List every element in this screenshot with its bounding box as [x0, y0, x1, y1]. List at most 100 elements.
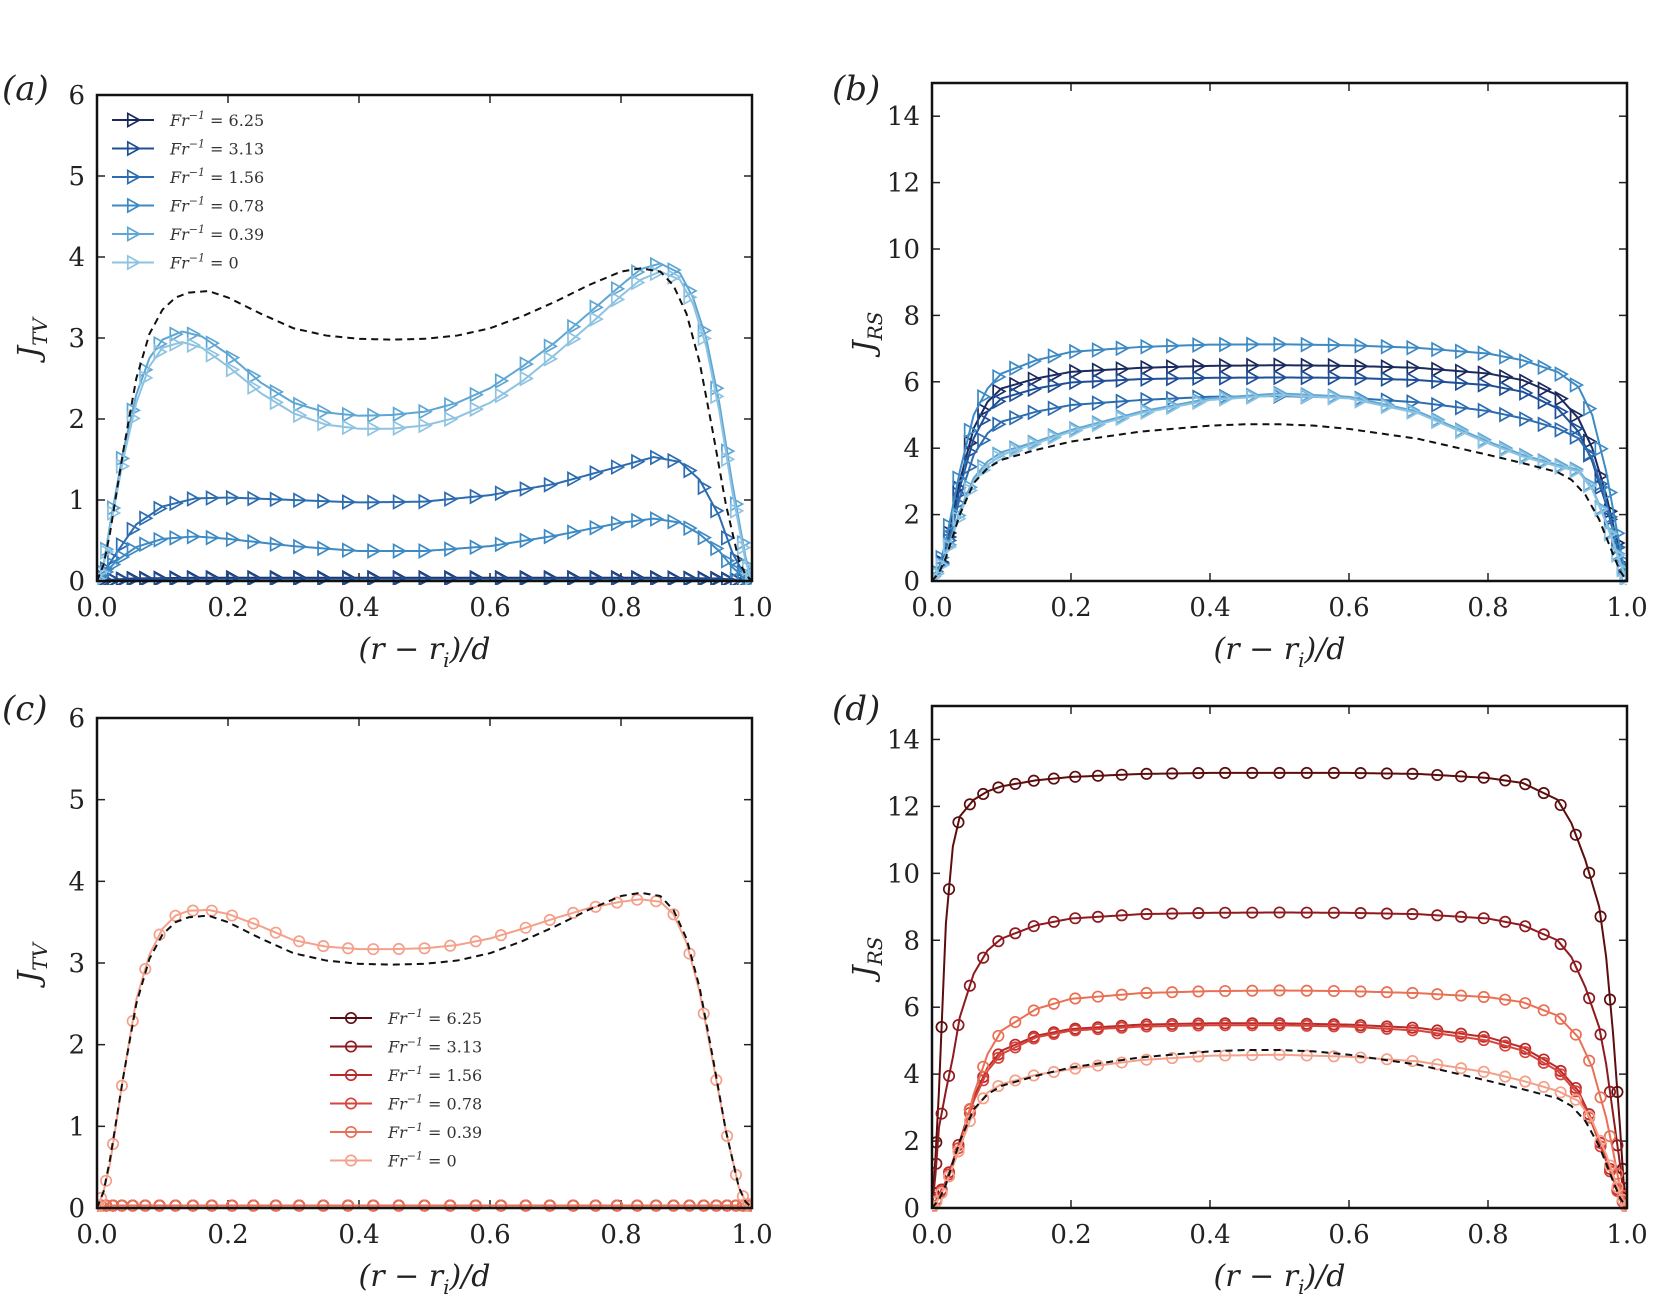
x-tick-label: 0.2 — [207, 593, 248, 623]
data-point — [935, 1107, 948, 1120]
data-point — [1166, 1052, 1179, 1065]
data-point — [610, 1199, 624, 1212]
data-point — [992, 383, 1007, 400]
data-point — [247, 490, 262, 507]
series-4 — [97, 256, 752, 585]
data-point — [1569, 1028, 1582, 1041]
data-point — [1300, 1049, 1313, 1062]
panel-label: (b) — [832, 69, 880, 109]
data-point — [1554, 1068, 1567, 1081]
data-point — [115, 549, 131, 565]
y-tick-label: 1 — [68, 1112, 85, 1142]
data-point — [1069, 374, 1084, 391]
series-1 — [932, 369, 1627, 585]
series-line — [932, 376, 1627, 582]
data-point — [1091, 416, 1107, 433]
data-point — [1166, 767, 1179, 780]
data-point — [710, 502, 725, 519]
data-point — [225, 531, 241, 548]
data-point — [697, 1199, 710, 1212]
data-point — [1477, 345, 1493, 362]
data-point — [1192, 394, 1207, 411]
data-point — [1219, 369, 1234, 386]
data-point — [1554, 1086, 1567, 1099]
data-point — [1455, 1062, 1468, 1075]
data-point — [567, 524, 582, 541]
data-point — [1537, 359, 1552, 376]
data-point — [139, 571, 154, 585]
x-tick-label: 0.2 — [207, 1220, 248, 1250]
data-point — [697, 529, 712, 546]
data-point — [1537, 787, 1550, 800]
legend: Fr−1 = 6.25 Fr−1 = 3.13 Fr−1 = 1.56 Fr−1 = … — [112, 109, 264, 273]
data-point — [169, 1199, 182, 1212]
legend-label: Fr−1 = 3.13 — [169, 138, 264, 159]
data-point — [1569, 1085, 1582, 1098]
data-point — [139, 962, 152, 976]
data-point — [1273, 357, 1288, 374]
data-point — [1166, 399, 1181, 416]
data-point — [610, 515, 626, 532]
data-point — [269, 1199, 282, 1212]
data-point — [469, 386, 484, 403]
legend-label: Fr−1 = 0.78 — [169, 195, 264, 216]
data-point — [1554, 1064, 1567, 1078]
data-point — [1406, 404, 1421, 420]
y-tick-label: 0 — [903, 567, 920, 597]
data-point — [1027, 920, 1040, 933]
series-line — [932, 1024, 1627, 1209]
data-point — [1069, 1024, 1082, 1037]
data-point — [186, 1199, 199, 1212]
data-point — [1009, 409, 1024, 426]
data-point — [543, 913, 556, 926]
data-point — [1603, 525, 1619, 542]
data-point — [169, 495, 184, 512]
series-1 — [932, 906, 1627, 1212]
data-point — [269, 926, 282, 939]
data-point — [631, 512, 646, 529]
x-tick-label: 0.0 — [76, 593, 117, 623]
data-point — [729, 1168, 743, 1181]
data-point — [932, 1157, 943, 1170]
data-point — [1499, 993, 1512, 1006]
legend-item: Fr−1 = 0.39 — [112, 223, 264, 244]
data-point — [667, 513, 682, 530]
y-tick-label: 0 — [68, 567, 85, 597]
data-point — [1406, 359, 1421, 376]
data-point — [1431, 1058, 1444, 1071]
data-point — [469, 488, 484, 505]
data-point — [1115, 410, 1130, 427]
data-point — [1537, 1004, 1550, 1017]
y-tick-label: 6 — [68, 704, 85, 734]
data-point — [992, 781, 1005, 794]
data-point — [1009, 927, 1022, 940]
data-point — [1499, 915, 1512, 928]
data-point — [293, 935, 306, 948]
data-point — [469, 1199, 482, 1212]
legend: Fr−1 = 6.25 Fr−1 = 3.13 Fr−1 = 1.56 Fr−1 = … — [330, 1007, 482, 1171]
legend-item: Fr−1 = 3.13 — [330, 1036, 482, 1057]
data-point — [1009, 442, 1024, 459]
data-point — [1192, 370, 1207, 386]
data-point — [1047, 400, 1063, 417]
data-point — [1519, 1042, 1532, 1055]
data-point — [367, 543, 382, 559]
data-point — [153, 335, 168, 352]
series-line — [97, 517, 752, 582]
data-point — [1009, 1041, 1022, 1054]
data-point — [205, 335, 221, 352]
data-point — [317, 493, 332, 510]
data-point — [710, 540, 725, 557]
data-point — [1569, 429, 1585, 445]
data-point — [1354, 358, 1369, 375]
data-point — [1583, 866, 1596, 879]
data-point — [1431, 361, 1446, 378]
data-point — [139, 361, 154, 378]
legend-marker — [126, 169, 142, 185]
data-point — [444, 939, 457, 952]
data-point — [543, 528, 559, 545]
data-point — [392, 1199, 405, 1212]
data-point — [444, 1199, 457, 1212]
series-line — [932, 911, 1627, 1209]
data-point — [1380, 767, 1393, 780]
